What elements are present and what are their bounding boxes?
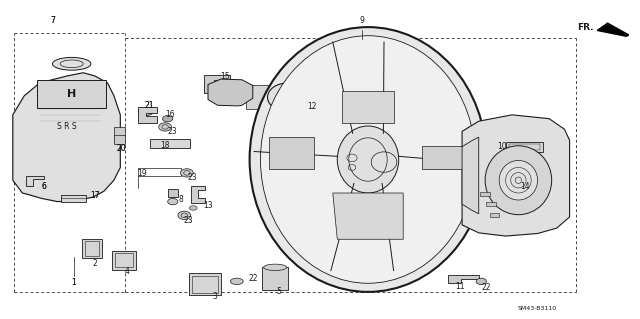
Text: SM43-B3110: SM43-B3110 <box>518 306 557 311</box>
Text: H: H <box>67 89 76 99</box>
Ellipse shape <box>159 123 172 131</box>
Ellipse shape <box>499 160 538 200</box>
Ellipse shape <box>264 264 287 271</box>
Ellipse shape <box>476 278 486 285</box>
Polygon shape <box>208 79 253 106</box>
Text: 16: 16 <box>164 110 175 119</box>
Polygon shape <box>307 85 330 109</box>
Text: 17: 17 <box>90 191 100 200</box>
Polygon shape <box>422 146 465 169</box>
Polygon shape <box>168 189 178 197</box>
Bar <box>112 251 136 270</box>
Text: 20: 20 <box>116 144 127 153</box>
Bar <box>189 273 221 295</box>
Ellipse shape <box>189 206 197 210</box>
Ellipse shape <box>178 211 191 219</box>
Text: 9: 9 <box>359 16 364 25</box>
Bar <box>509 144 540 150</box>
Polygon shape <box>138 107 157 123</box>
Polygon shape <box>448 275 479 283</box>
Text: 21: 21 <box>145 101 154 110</box>
Text: 23: 23 <box>168 127 178 136</box>
Text: 23: 23 <box>184 216 194 225</box>
Bar <box>150 139 190 148</box>
Bar <box>115 253 133 267</box>
Text: 4: 4 <box>124 267 129 276</box>
Ellipse shape <box>268 83 308 112</box>
Text: 2: 2 <box>92 259 97 268</box>
Ellipse shape <box>180 169 193 177</box>
Ellipse shape <box>250 27 486 292</box>
Ellipse shape <box>276 88 300 106</box>
Text: 1: 1 <box>71 278 76 287</box>
Polygon shape <box>61 195 86 202</box>
Text: 6: 6 <box>41 182 46 191</box>
Bar <box>138 168 181 176</box>
Bar <box>262 267 288 290</box>
Polygon shape <box>114 135 125 144</box>
Text: FR.: FR. <box>577 23 593 32</box>
Text: 21: 21 <box>145 101 154 110</box>
Bar <box>480 192 490 196</box>
Text: 13: 13 <box>203 201 213 210</box>
Ellipse shape <box>163 115 173 122</box>
Ellipse shape <box>337 126 399 193</box>
Bar <box>490 213 499 217</box>
Polygon shape <box>114 127 125 136</box>
Bar <box>486 202 496 206</box>
Polygon shape <box>269 137 314 169</box>
Text: 1: 1 <box>71 278 76 287</box>
Text: 15: 15 <box>220 72 230 81</box>
Ellipse shape <box>260 36 476 283</box>
Polygon shape <box>342 91 394 123</box>
Polygon shape <box>26 176 44 186</box>
Bar <box>85 241 99 256</box>
Bar <box>82 239 102 258</box>
Bar <box>37 80 106 108</box>
Ellipse shape <box>138 108 154 115</box>
Text: 7: 7 <box>50 16 55 25</box>
Text: 20: 20 <box>116 144 127 153</box>
Text: 7: 7 <box>50 16 55 25</box>
Bar <box>506 142 543 152</box>
Text: 14: 14 <box>520 182 530 191</box>
Polygon shape <box>13 73 120 202</box>
Ellipse shape <box>52 57 91 70</box>
Text: S R S: S R S <box>58 122 77 131</box>
Ellipse shape <box>168 198 178 205</box>
Text: 18: 18 <box>161 141 170 150</box>
Polygon shape <box>191 186 205 203</box>
Ellipse shape <box>230 278 243 285</box>
Text: 19: 19 <box>137 169 147 178</box>
Bar <box>192 276 218 293</box>
Text: 22: 22 <box>482 283 491 292</box>
Polygon shape <box>462 137 479 214</box>
Text: 12: 12 <box>307 102 316 111</box>
Text: 3: 3 <box>212 292 217 300</box>
Text: 5: 5 <box>276 287 281 296</box>
Text: 6: 6 <box>41 182 46 191</box>
Polygon shape <box>333 193 403 239</box>
Ellipse shape <box>485 146 552 215</box>
Text: 23: 23 <box>187 173 197 182</box>
Text: 17: 17 <box>90 191 100 200</box>
Polygon shape <box>462 115 570 236</box>
Text: 8: 8 <box>179 195 184 204</box>
Text: 22: 22 <box>248 274 257 283</box>
Polygon shape <box>597 23 628 36</box>
Polygon shape <box>204 75 230 93</box>
Polygon shape <box>246 85 269 109</box>
Text: 10: 10 <box>497 142 508 151</box>
Text: 11: 11 <box>455 282 464 291</box>
